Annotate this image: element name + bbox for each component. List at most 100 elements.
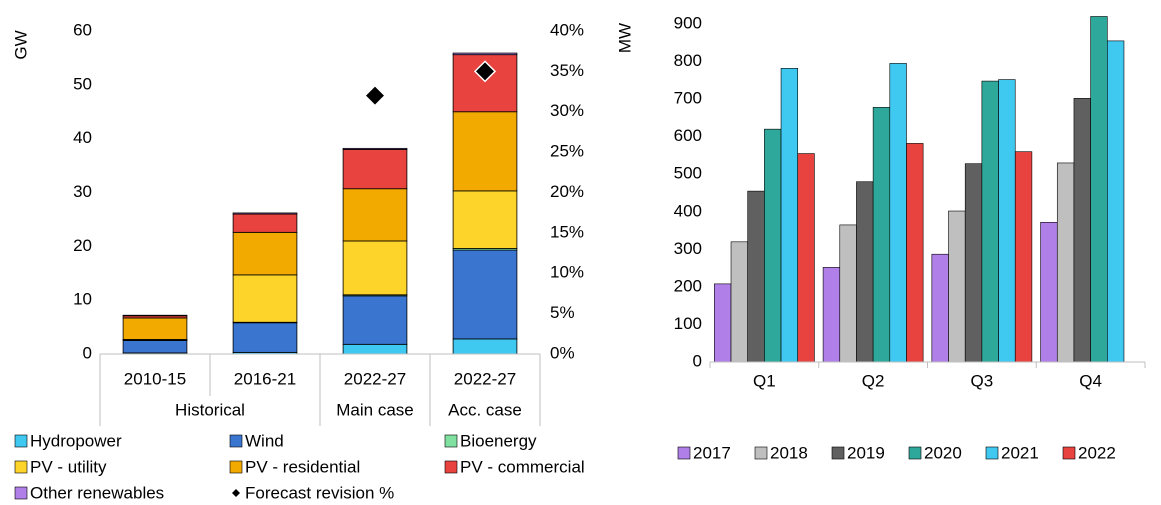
group-label: Historical — [175, 400, 245, 419]
bar — [889, 63, 907, 363]
x-tick-label: 2022-27 — [344, 369, 406, 388]
legend-label: Forecast revision % — [245, 483, 394, 502]
legend-label: Bioenergy — [460, 431, 537, 450]
x-tick-label: Q1 — [753, 371, 776, 390]
y-tick-label: 100 — [674, 314, 702, 333]
x-tick-label: Q4 — [1079, 371, 1102, 390]
bar — [998, 79, 1016, 363]
bar-segment — [232, 212, 298, 215]
y-tick-label: 300 — [674, 239, 702, 258]
bar-segment — [342, 149, 408, 190]
bar — [714, 283, 732, 363]
bar-segment — [122, 314, 188, 317]
bar — [981, 80, 999, 363]
bar — [1056, 162, 1075, 363]
legend-swatch — [831, 446, 845, 460]
x-tick-label: 2010-15 — [124, 369, 186, 388]
y-axis-label: MW — [615, 23, 634, 53]
y-tick-label: 0 — [83, 343, 92, 362]
legend-label: PV - utility — [30, 457, 107, 476]
legend-swatch — [444, 434, 458, 448]
legend-swatch — [14, 434, 28, 448]
x-tick-label: Q3 — [971, 371, 994, 390]
bar-segment — [342, 188, 408, 242]
y2-tick-label: 15% — [550, 222, 584, 241]
bar-segment — [452, 190, 518, 249]
legend-label: 2020 — [924, 443, 962, 462]
y2-tick-label: 35% — [550, 61, 584, 80]
bar-segment — [452, 52, 518, 56]
bar-segment — [122, 340, 188, 354]
y-tick-label: 20 — [73, 236, 92, 255]
y2-tick-label: 30% — [550, 101, 584, 120]
bar — [1040, 221, 1058, 363]
legend-label: Wind — [245, 431, 284, 450]
bar — [948, 210, 966, 363]
bar — [872, 107, 891, 363]
y-tick-label: 30 — [73, 182, 92, 201]
bar — [797, 153, 815, 363]
y-tick-label: 60 — [73, 20, 92, 39]
legend-label: 2021 — [1001, 443, 1039, 462]
bar-segment — [452, 249, 518, 340]
legend-swatch — [14, 460, 28, 474]
y2-tick-label: 25% — [550, 142, 584, 161]
x-tick-label: Q2 — [862, 371, 885, 390]
bar-segment — [452, 111, 518, 192]
legend-label: PV - residential — [245, 457, 360, 476]
bar-segment — [232, 322, 298, 353]
group-label: Main case — [336, 400, 413, 419]
y-tick-label: 500 — [674, 164, 702, 183]
bar — [906, 143, 924, 363]
legend-swatch — [444, 460, 458, 474]
bar-segment — [452, 338, 518, 355]
bar — [1073, 98, 1091, 363]
legend-swatch — [14, 486, 28, 500]
legend-label: 2018 — [770, 443, 808, 462]
bar-segment — [122, 317, 188, 340]
y-tick-label: 900 — [674, 13, 702, 32]
y-tick-label: 700 — [674, 89, 702, 108]
bar — [1014, 151, 1033, 363]
y-tick-label: 400 — [674, 201, 702, 220]
bar — [730, 241, 749, 363]
legend-swatch — [229, 434, 243, 448]
bar-segment — [232, 274, 298, 323]
legend-swatch — [229, 460, 243, 474]
legend-label: Hydropower — [30, 431, 122, 450]
y2-tick-label: 0% — [550, 343, 575, 362]
bar — [856, 181, 874, 363]
bar-segment — [342, 147, 408, 150]
y-tick-label: 40 — [73, 128, 92, 147]
y-tick-label: 200 — [674, 276, 702, 295]
bar-segment — [232, 213, 298, 233]
legend-swatch — [677, 446, 691, 460]
legend-swatch — [908, 446, 922, 460]
marker — [473, 60, 497, 83]
group-label: Acc. case — [448, 400, 522, 419]
bar — [1107, 40, 1125, 363]
y2-tick-label: 20% — [550, 182, 584, 201]
y-tick-label: 600 — [674, 126, 702, 145]
legend-swatch — [1062, 446, 1076, 460]
bar-segment — [342, 343, 408, 355]
x-tick-label: 2022-27 — [454, 369, 516, 388]
y-tick-label: 10 — [73, 290, 92, 309]
legend-marker — [232, 489, 240, 497]
legend-label: 2022 — [1078, 443, 1116, 462]
legend-label: PV - commercial — [460, 457, 585, 476]
bar — [822, 267, 841, 363]
legend-label: 2019 — [847, 443, 885, 462]
legend-swatch — [754, 446, 768, 460]
bar — [780, 68, 799, 363]
legend-label: Other renewables — [30, 483, 164, 502]
bar-segment — [342, 240, 408, 296]
bar — [764, 128, 782, 363]
y-axis-label: GW — [11, 30, 30, 59]
legend-swatch — [985, 446, 999, 460]
bar — [931, 253, 949, 363]
legend-label: 2017 — [693, 443, 731, 462]
bar — [964, 163, 983, 363]
bar-segment — [232, 231, 298, 276]
